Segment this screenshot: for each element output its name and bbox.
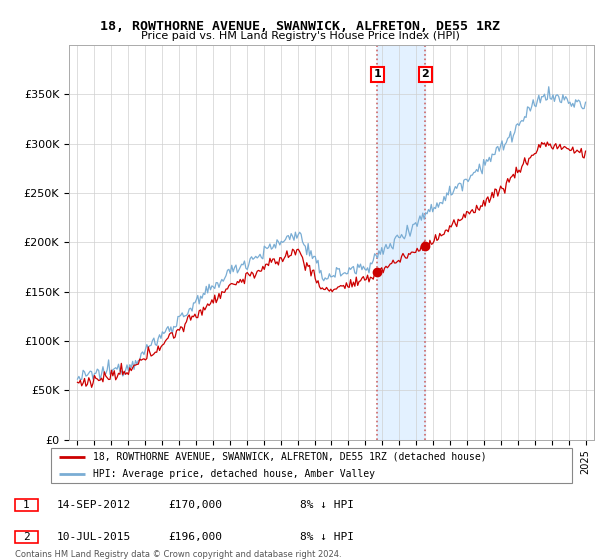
Text: Price paid vs. HM Land Registry's House Price Index (HPI): Price paid vs. HM Land Registry's House … xyxy=(140,31,460,41)
Text: 2: 2 xyxy=(23,532,30,542)
Text: £196,000: £196,000 xyxy=(168,532,222,542)
Text: HPI: Average price, detached house, Amber Valley: HPI: Average price, detached house, Ambe… xyxy=(93,469,375,479)
Text: Contains HM Land Registry data © Crown copyright and database right 2024.
This d: Contains HM Land Registry data © Crown c… xyxy=(15,550,341,560)
Bar xyxy=(377,45,425,440)
Text: 8% ↓ HPI: 8% ↓ HPI xyxy=(300,500,354,510)
Text: 14-SEP-2012: 14-SEP-2012 xyxy=(57,500,131,510)
Text: 1: 1 xyxy=(374,69,381,80)
Text: 18, ROWTHORNE AVENUE, SWANWICK, ALFRETON, DE55 1RZ (detached house): 18, ROWTHORNE AVENUE, SWANWICK, ALFRETON… xyxy=(93,452,487,462)
Text: 2: 2 xyxy=(421,69,429,80)
Text: 1: 1 xyxy=(23,500,30,510)
Text: £170,000: £170,000 xyxy=(168,500,222,510)
Text: 8% ↓ HPI: 8% ↓ HPI xyxy=(300,532,354,542)
FancyBboxPatch shape xyxy=(50,448,572,483)
Text: 10-JUL-2015: 10-JUL-2015 xyxy=(57,532,131,542)
Text: 18, ROWTHORNE AVENUE, SWANWICK, ALFRETON, DE55 1RZ: 18, ROWTHORNE AVENUE, SWANWICK, ALFRETON… xyxy=(100,20,500,32)
